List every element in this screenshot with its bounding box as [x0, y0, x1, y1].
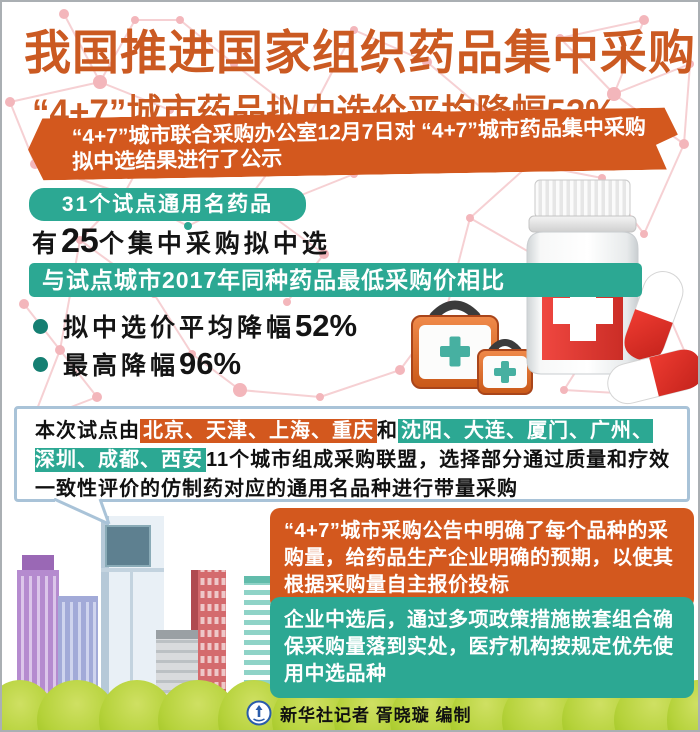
capsule-icon [624, 271, 684, 362]
credit-text: 新华社记者 胥晓璇 编制 [280, 705, 472, 725]
bubble-suffix: 11个城市组成采购联盟，选择部分通过质量和疗效一致性评价的仿制药对应的通用名品种… [35, 449, 671, 500]
announcement-ribbon: “4+7”城市联合采购办公室12月7日对 “4+7”城市药品集中采购 拟中选结果… [28, 107, 679, 180]
count-number: 25 [61, 222, 99, 260]
stat-value: 96% [179, 346, 242, 381]
stat-label: 拟中选价平均降幅 [63, 314, 296, 342]
speech-bubble-tail [53, 498, 111, 526]
bullet-dot-icon [33, 318, 48, 334]
first-aid-kit-small-icon [477, 339, 533, 395]
stat-bullet-row: 最高降幅 96% [33, 346, 241, 382]
building-tower [101, 516, 164, 708]
procurement-volume-note: “4+7”城市采购公告中明确了每个品种的采购量，给药品生产企业明确的预期，以使其… [270, 508, 694, 609]
comparison-bar: 与试点城市2017年同种药品最低采购价相比 [29, 263, 642, 297]
bubble-prefix: 本次试点由 [35, 420, 140, 442]
policy-note: 企业中选后，通过多项政策措施嵌套组合确保采购量落到实处，医疗机构按规定优先使用中… [270, 597, 694, 698]
count-suffix: 个集中采购拟中选 [98, 230, 331, 258]
capsule-icon [607, 349, 698, 405]
pilot-cities-note: 本次试点由 北京、天津、上海、重庆和沈阳、大连、厦门、广州、深圳、成都、西安 11个… [14, 406, 690, 502]
stat-label: 最高降幅 [63, 352, 180, 380]
page-title: 我国推进国家组织药品集中采购 [24, 26, 696, 79]
cities-group-a-highlight: 北京、天津、上海、重庆 [140, 419, 377, 443]
stat-bullet-row: 拟中选价平均降幅 52% [33, 308, 357, 344]
count-prefix: 有 [32, 230, 62, 258]
stat-value: 52% [295, 308, 358, 343]
selected-count-line: 有25个集中采购拟中选 [32, 222, 331, 263]
credit-line: 新华社记者 胥晓璇 编制 [246, 700, 471, 726]
xinhua-logo-icon [246, 700, 272, 726]
bubble-conjunction: 和 [377, 420, 398, 442]
pilot-drugs-badge: 31个试点通用名药品 [29, 188, 306, 221]
bullet-dot-icon [33, 356, 48, 372]
